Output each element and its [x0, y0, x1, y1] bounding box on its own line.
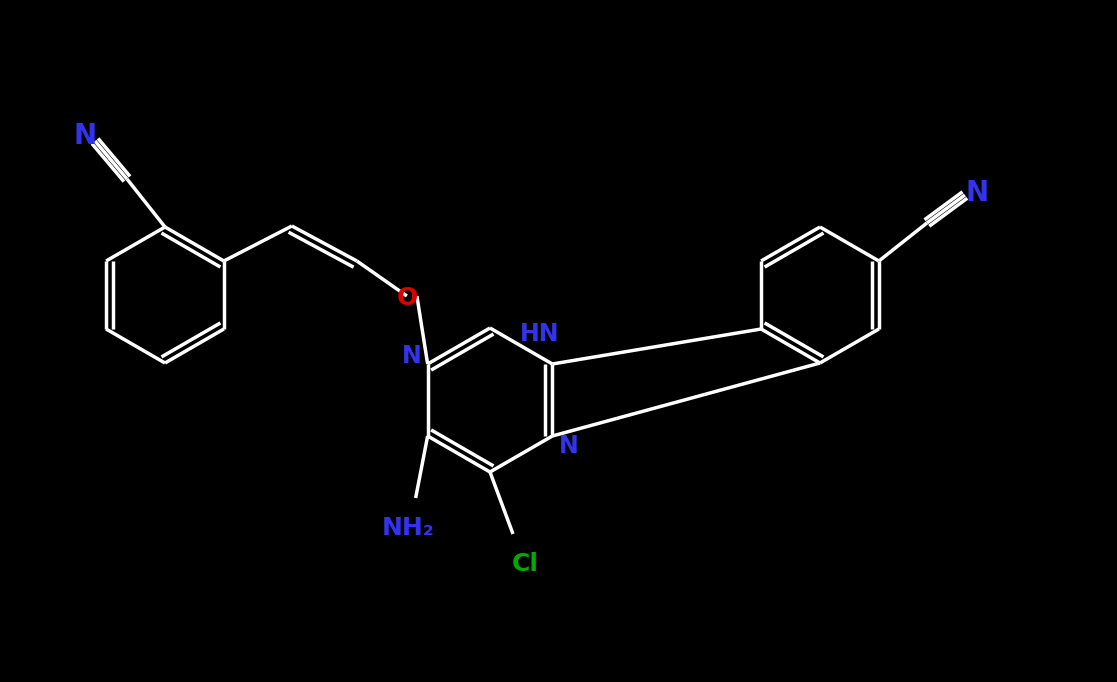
Text: HN: HN	[519, 322, 558, 346]
Text: Cl: Cl	[512, 552, 538, 576]
Text: O: O	[397, 286, 418, 310]
Text: NH₂: NH₂	[381, 516, 435, 540]
Text: N: N	[965, 179, 989, 207]
Text: N: N	[74, 122, 96, 150]
Text: N: N	[402, 344, 421, 368]
Text: N: N	[558, 434, 579, 458]
